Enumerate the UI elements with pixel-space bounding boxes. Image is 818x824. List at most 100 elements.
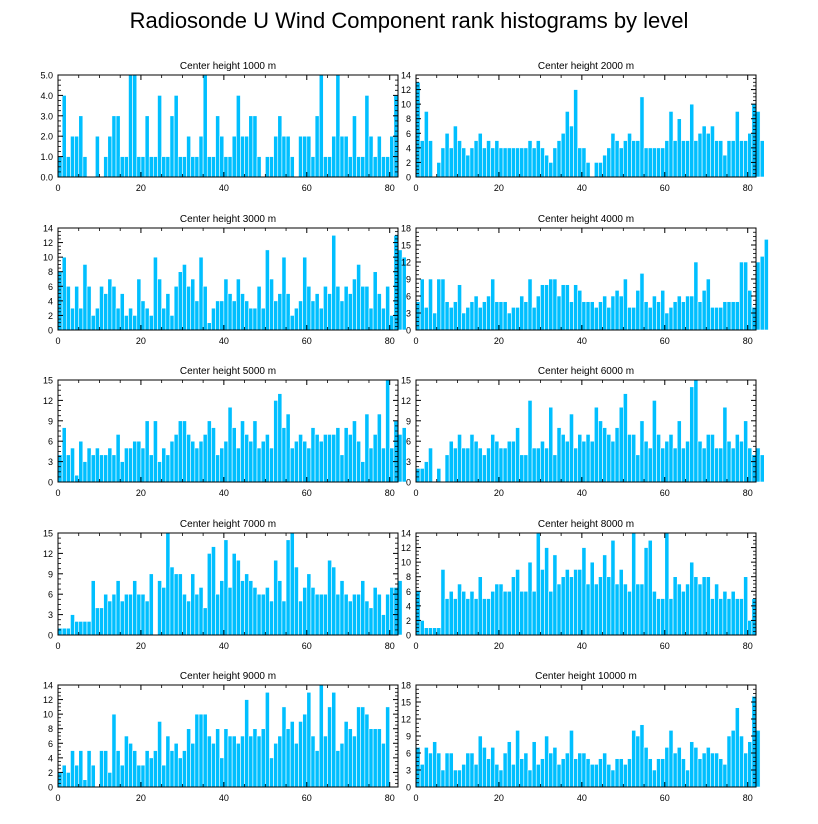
histogram-bar	[465, 307, 471, 331]
histogram-bar	[685, 140, 690, 178]
histogram-bar	[107, 135, 113, 178]
histogram-bar	[419, 620, 425, 636]
panel-title: Center height 1000 m	[180, 61, 276, 72]
histogram-bar	[289, 156, 295, 178]
histogram-bar	[285, 728, 291, 788]
histogram-bar	[747, 447, 753, 483]
histogram-bar	[215, 593, 221, 636]
histogram-bar	[95, 135, 100, 178]
histogram-bar	[540, 440, 545, 483]
histogram-bar	[227, 735, 233, 788]
histogram-bar	[227, 406, 233, 483]
histogram-bar	[730, 447, 736, 483]
histogram-bar	[560, 434, 566, 483]
histogram-bar	[219, 300, 225, 331]
y-tick-label: 12	[401, 258, 411, 268]
histogram-bar	[95, 447, 100, 483]
histogram-bar	[82, 621, 88, 636]
histogram-bar	[726, 598, 732, 636]
histogram-bar	[372, 156, 378, 178]
histogram-bar	[490, 590, 496, 636]
histogram-bar	[734, 707, 740, 788]
histogram-bar	[618, 569, 624, 636]
histogram-bar	[235, 95, 241, 178]
histogram-bar	[289, 721, 295, 788]
histogram-bar	[560, 758, 566, 788]
histogram-bar	[335, 593, 341, 636]
histogram-bar	[515, 427, 520, 483]
histogram-bar	[57, 627, 63, 636]
histogram-bar	[186, 600, 191, 636]
histogram-bar	[531, 741, 537, 788]
histogram-bar	[343, 135, 349, 178]
histogram-bar	[494, 583, 500, 636]
histogram-bar	[668, 111, 674, 178]
y-tick-label: 12	[401, 396, 411, 406]
histogram-bar	[531, 590, 537, 636]
histogram-bar	[144, 307, 150, 331]
histogram-bar	[457, 583, 462, 636]
histogram-bar	[281, 256, 287, 331]
histogram-bar	[423, 111, 429, 178]
y-tick-label: 3	[406, 309, 411, 319]
histogram-bar	[107, 772, 113, 788]
y-tick-label: 6	[48, 590, 53, 600]
histogram-bar	[436, 278, 442, 331]
histogram-bar	[190, 278, 196, 331]
histogram-bar	[457, 140, 462, 178]
histogram-bar	[103, 156, 109, 178]
histogram-bar	[660, 290, 666, 331]
histogram-bar	[186, 728, 191, 788]
histogram-bar	[643, 147, 649, 178]
histogram-bar	[281, 427, 287, 483]
histogram-bar	[177, 420, 183, 483]
histogram-bar	[70, 447, 75, 483]
histogram-bar	[327, 706, 332, 788]
histogram-bar	[190, 573, 196, 636]
histogram-bar	[477, 576, 483, 636]
histogram-bar	[436, 752, 442, 788]
x-tick-label: 60	[302, 793, 312, 803]
histogram-bar	[136, 593, 142, 636]
histogram-bar	[182, 593, 187, 636]
histogram-bar	[730, 301, 736, 331]
panel-title: Center height 10000 m	[535, 671, 637, 682]
histogram-bar	[564, 284, 570, 331]
histogram-bar	[90, 454, 96, 483]
histogram-bar	[714, 583, 719, 636]
histogram-bar	[298, 600, 303, 636]
histogram-bar	[360, 706, 366, 788]
histogram-bar	[356, 264, 361, 331]
histogram-bar	[169, 440, 175, 483]
histogram-bar	[585, 758, 591, 788]
histogram-bar	[327, 559, 332, 636]
histogram-bar	[689, 103, 695, 178]
x-tick-label: 40	[219, 336, 229, 346]
y-tick-label: 15	[401, 376, 411, 386]
histogram-bar	[331, 135, 337, 178]
histogram-bar	[494, 440, 500, 483]
panel-6: Center height 6000 m 0 3 6 9 12 15 0 20 40 60 80	[401, 366, 765, 498]
histogram-bar	[269, 447, 274, 483]
histogram-bar	[132, 750, 138, 788]
histogram-bar	[490, 747, 496, 788]
histogram-bar	[273, 559, 279, 636]
histogram-bar	[681, 590, 686, 636]
histogram-bar	[381, 307, 386, 331]
x-tick-label: 20	[494, 488, 504, 498]
histogram-bar	[335, 74, 341, 178]
histogram-bar	[486, 140, 491, 178]
histogram-bar	[593, 307, 599, 331]
histogram-bar	[453, 769, 458, 788]
histogram-bar	[70, 307, 75, 331]
histogram-bar	[352, 115, 357, 178]
y-tick-label: 0.0	[40, 173, 53, 183]
histogram-bar	[519, 590, 525, 636]
x-tick-label: 60	[660, 488, 670, 498]
histogram-bar	[593, 162, 599, 178]
x-tick-label: 20	[494, 336, 504, 346]
histogram-bar	[248, 735, 254, 788]
histogram-bar	[548, 590, 554, 636]
histogram-bar	[194, 300, 200, 331]
histogram-bar	[486, 447, 491, 483]
